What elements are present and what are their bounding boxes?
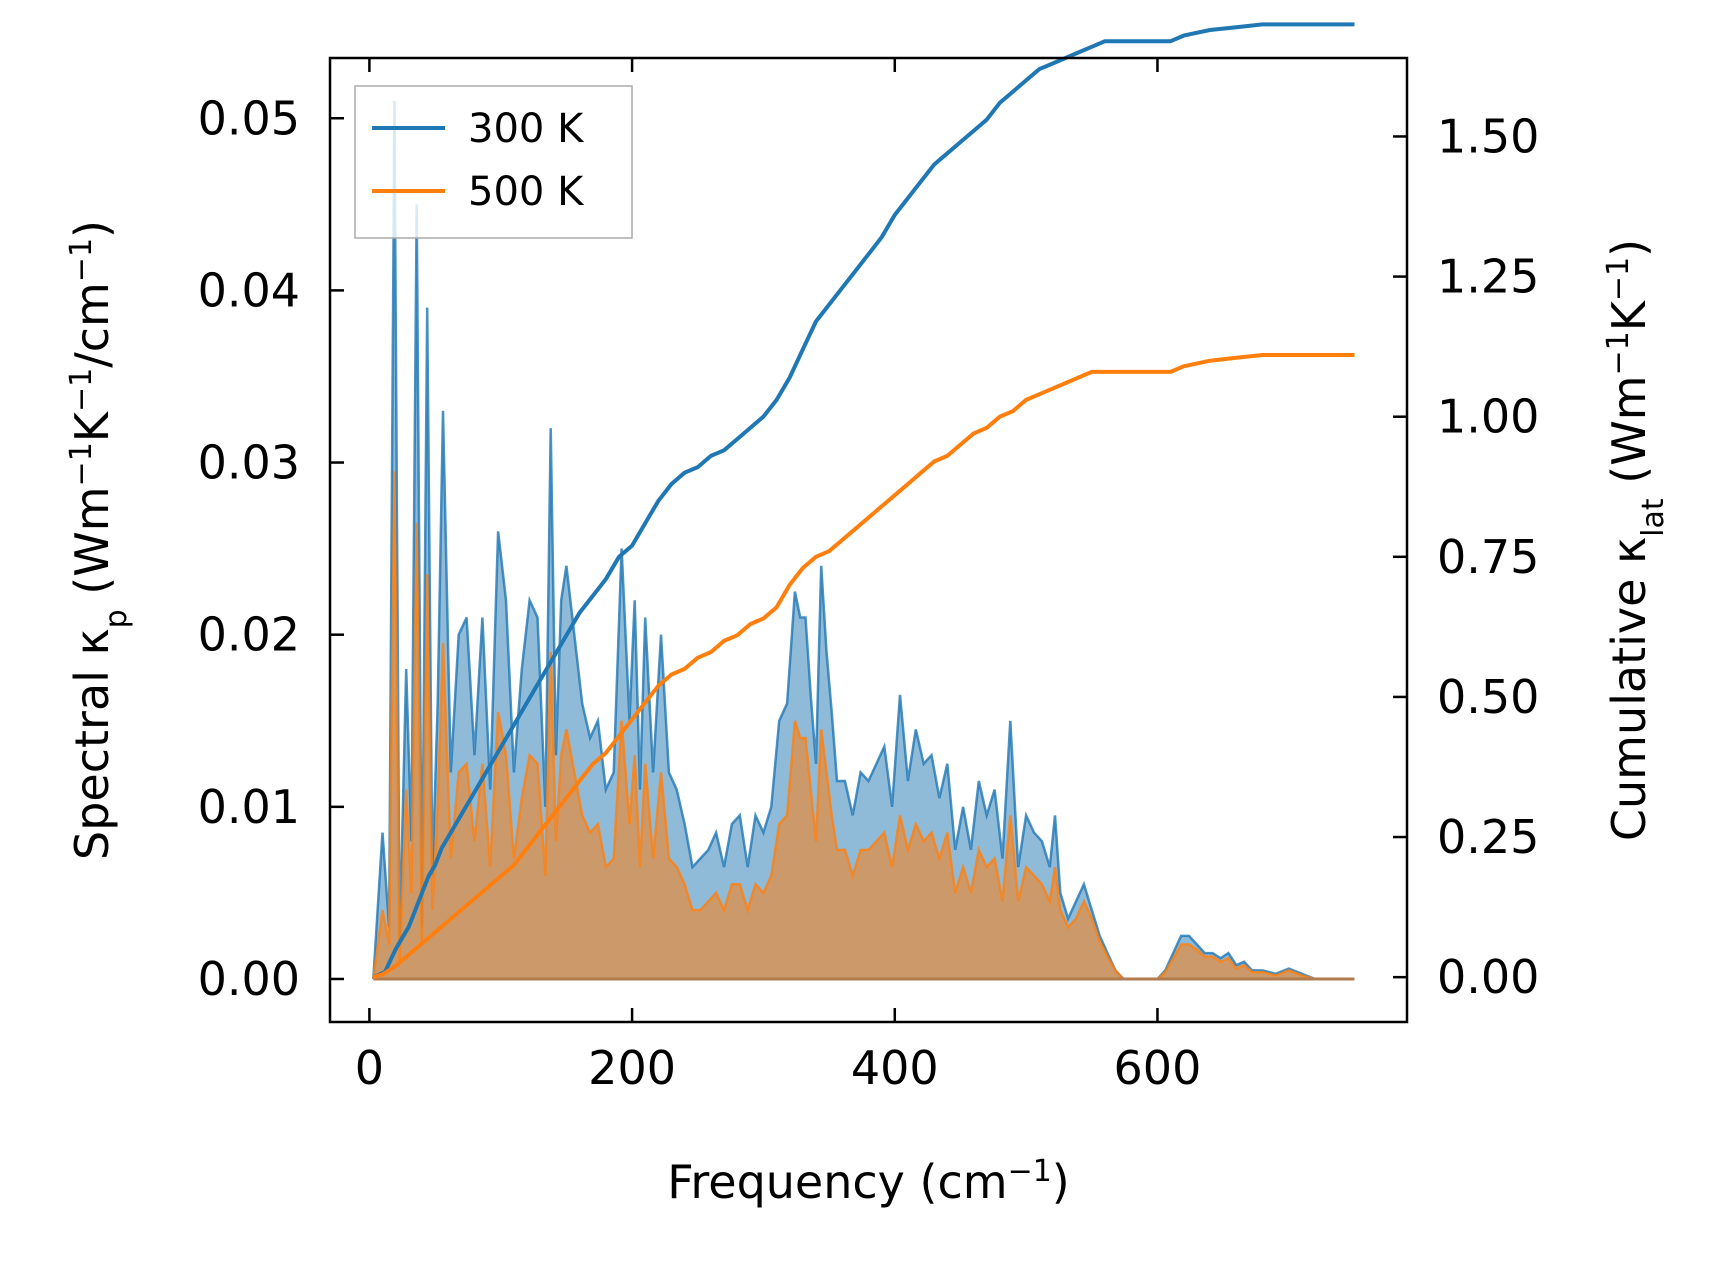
- y-right-tick-label: 1.25: [1437, 250, 1539, 304]
- axis-label-part: −1: [1601, 331, 1636, 375]
- axis-label-part: p: [99, 609, 134, 628]
- y-right-tick-label: 0.75: [1437, 530, 1539, 584]
- y-left-tick-label: 0.02: [198, 608, 300, 662]
- cumulative-line-1: [372, 353, 1355, 980]
- spectral-area-1: [373, 471, 1355, 979]
- series-lines: [372, 22, 1355, 980]
- legend-label: 300 K: [468, 106, 585, 152]
- axis-label-part: /cm: [65, 282, 119, 368]
- y-axis-right-label: Cumulative κlat (Wm−1K−1): [1601, 239, 1671, 841]
- x-tick-label: 400: [851, 1041, 939, 1095]
- x-tick-label: 200: [588, 1041, 676, 1095]
- y-right-tick-label: 1.00: [1437, 390, 1539, 444]
- legend-box: [354, 85, 633, 239]
- axis-label-part: (Wm: [1602, 375, 1656, 498]
- y-left-tick-label: 0.04: [198, 263, 300, 317]
- y-right-tick-label: 0.50: [1437, 670, 1539, 724]
- axis-label-part: −1: [64, 238, 99, 282]
- axis-label-part: −1: [1601, 257, 1636, 301]
- y-right-tick-label: 0.25: [1437, 810, 1539, 864]
- x-axis-label-sup: −1: [1008, 1154, 1052, 1189]
- axis-label-part: ): [1602, 239, 1656, 257]
- x-tick-label: 0: [355, 1041, 384, 1095]
- axis-label-part: −1: [64, 442, 99, 486]
- cumulative-line-0: [372, 22, 1355, 980]
- axis-label-part: lat: [1636, 498, 1671, 537]
- y-left-tick-label: 0.01: [198, 780, 300, 834]
- legend-label: 500 K: [468, 169, 585, 215]
- legend: 300 K 500 K: [354, 85, 633, 239]
- axis-label-part: ): [65, 220, 119, 238]
- x-tick-label: 600: [1114, 1041, 1202, 1095]
- axis-label-part: Spectral κ: [65, 628, 119, 860]
- axis-ticks: [330, 58, 1407, 1022]
- y-axis-left-label: Spectral κp (Wm−1K−1/cm−1): [64, 220, 134, 860]
- y-left-tick-label: 0.00: [198, 952, 300, 1006]
- tick-labels: 0 200 400 600 0.00 0.01 0.02 0.03 0.04 0.05 0.00 0.…: [198, 91, 1540, 1095]
- y-left-tick-label: 0.03: [198, 436, 300, 490]
- y-right-tick-label: 1.50: [1437, 109, 1539, 163]
- x-axis-label: Frequency (cm−1): [667, 1154, 1070, 1210]
- axis-label-part: (Wm: [65, 486, 119, 609]
- axis-label-part: K: [1602, 299, 1656, 331]
- x-axis-label-main: Frequency (cm: [667, 1155, 1007, 1209]
- axis-label-part: K: [65, 410, 119, 442]
- x-axis-label-tail: ): [1052, 1155, 1070, 1209]
- plot-frame: [328, 56, 1409, 1024]
- spectral-areas: [372, 100, 1355, 981]
- y-left-tick-label: 0.05: [198, 91, 300, 145]
- y-right-tick-label: 0.00: [1437, 950, 1539, 1004]
- axis-label-part: Cumulative κ: [1602, 537, 1656, 841]
- axis-label-part: −1: [64, 368, 99, 412]
